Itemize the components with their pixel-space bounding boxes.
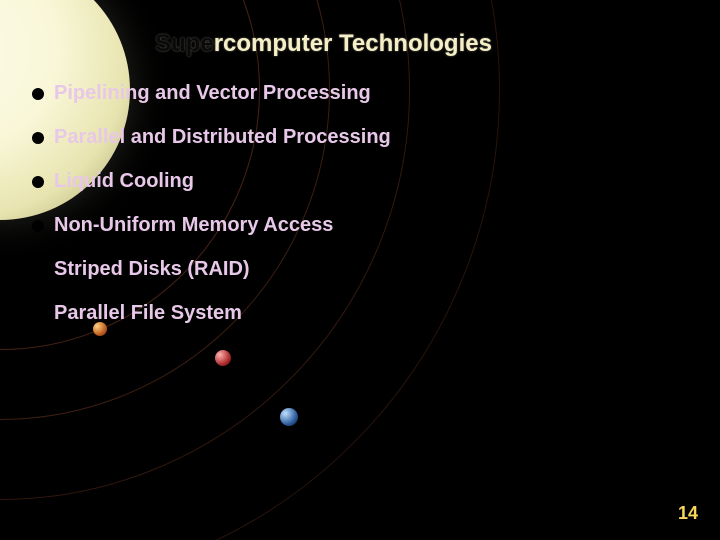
bullet-list: Pipelining and Vector Processing Paralle… xyxy=(32,82,672,346)
list-item: Pipelining and Vector Processing xyxy=(32,82,672,105)
list-item: Non-Uniform Memory Access xyxy=(32,214,672,237)
slide-title: Supercomputer Technologies xyxy=(155,30,675,58)
bullet-icon xyxy=(32,264,44,276)
list-item: Striped Disks (RAID) xyxy=(32,258,672,281)
list-item: Parallel and Distributed Processing xyxy=(32,126,672,149)
page-number: 14 xyxy=(678,503,698,524)
bullet-text: Striped Disks (RAID) xyxy=(54,258,250,281)
bullet-text: Liquid Cooling xyxy=(54,170,194,193)
slide-title-off-moon: rcomputer Technologies xyxy=(214,30,492,57)
bullet-text: Non-Uniform Memory Access xyxy=(54,214,333,237)
bullet-text: Parallel File System xyxy=(54,302,242,325)
slide-title-on-moon: Supe xyxy=(155,30,214,57)
bullet-icon xyxy=(32,132,44,144)
planet-icon xyxy=(215,350,231,366)
list-item: Parallel File System xyxy=(32,302,672,325)
bullet-icon xyxy=(32,176,44,188)
bullet-icon xyxy=(32,220,44,232)
list-item: Liquid Cooling xyxy=(32,170,672,193)
bullet-icon xyxy=(32,308,44,320)
bullet-icon xyxy=(32,88,44,100)
planet-icon xyxy=(280,408,298,426)
bullet-text: Pipelining and Vector Processing xyxy=(54,82,371,105)
bullet-text: Parallel and Distributed Processing xyxy=(54,126,391,149)
